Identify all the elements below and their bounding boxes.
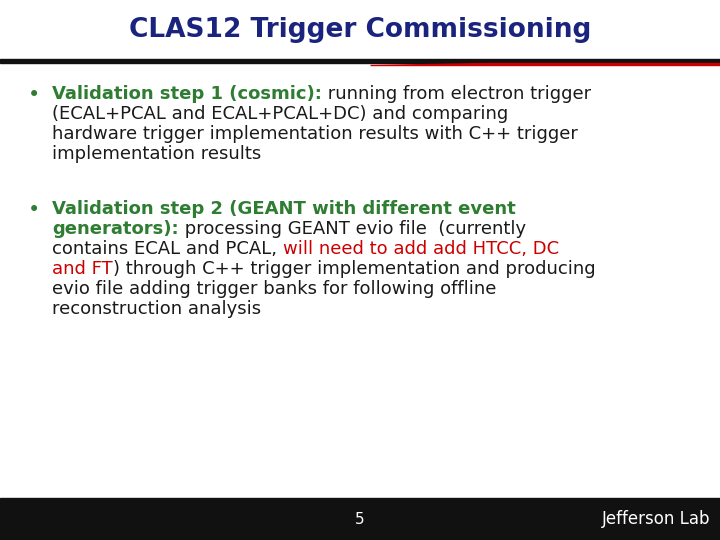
Text: running from electron trigger: running from electron trigger [322,85,591,103]
Text: generators):: generators): [52,220,179,238]
Bar [0,59,720,63]
Text: (ECAL+PCAL and ECAL+PCAL+DC) and comparing: (ECAL+PCAL and ECAL+PCAL+DC) and compari… [52,105,508,123]
Text: and FT: and FT [52,260,112,278]
Bar [0,498,720,540]
Text: •: • [28,200,40,220]
Text: Jefferson Lab: Jefferson Lab [601,510,710,528]
Text: evio file adding trigger banks for following offline: evio file adding trigger banks for follo… [52,280,496,298]
Text: 5: 5 [355,511,365,526]
Text: reconstruction analysis: reconstruction analysis [52,300,261,318]
Text: hardware trigger implementation results with C++ trigger: hardware trigger implementation results … [52,125,578,143]
Text: Validation step 2 (GEANT with different event: Validation step 2 (GEANT with different … [52,200,516,218]
Text: CLAS12 Trigger Commissioning: CLAS12 Trigger Commissioning [129,17,591,43]
Polygon shape [370,63,720,65]
Text: Validation step 1 (cosmic):: Validation step 1 (cosmic): [52,85,322,103]
Text: •: • [28,85,40,105]
Text: contains ECAL and PCAL,: contains ECAL and PCAL, [52,240,283,258]
Text: will need to add add HTCC, DC: will need to add add HTCC, DC [283,240,559,258]
Text: implementation results: implementation results [52,145,261,163]
Text: processing GEANT evio file  (currently: processing GEANT evio file (currently [179,220,526,238]
Text: ) through C++ trigger implementation and producing: ) through C++ trigger implementation and… [112,260,595,278]
Bar [0,0,720,60]
